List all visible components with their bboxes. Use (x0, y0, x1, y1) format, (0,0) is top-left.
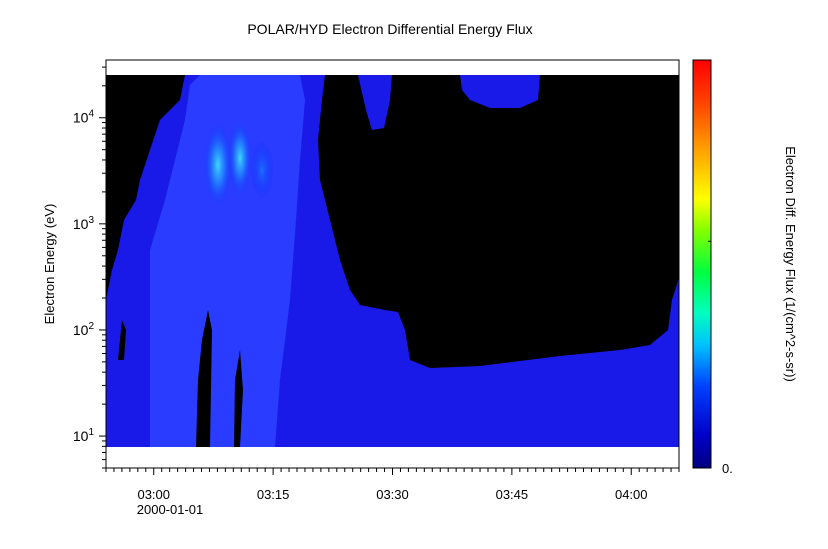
no-data-bottom (106, 447, 679, 468)
colorbar-gradient (692, 59, 712, 469)
x-tick-label: 03:30 (376, 487, 409, 502)
spectrogram-top-patch-1 (358, 75, 392, 130)
colorbar-tick-label: 0. (722, 461, 733, 476)
y-tick-label: 101 (73, 427, 95, 444)
spectrogram-hotspot-1 (204, 123, 232, 207)
y-tick-label: 103 (73, 215, 95, 232)
spectrogram-hotspot-3 (250, 140, 274, 200)
spectrogram-gap-2 (234, 350, 243, 447)
y-tick-label: 102 (73, 321, 95, 338)
y-tick-label: 104 (73, 109, 95, 126)
x-axis: 03:00 03:15 03:30 03:45 04:00 (105, 468, 680, 502)
x-tick-label: 04:00 (615, 487, 648, 502)
x-tick-label: 03:00 (137, 487, 170, 502)
plot-area (106, 60, 679, 468)
spectrogram-hotspot-2 (228, 120, 252, 196)
x-date-label: 2000-01-01 (137, 502, 204, 517)
spectrogram-gap-3 (118, 320, 126, 360)
y-axis: 101 102 103 104 (73, 66, 106, 469)
colorbar-label: Electron Diff. Energy Flux (1/(cm^2-s-sr… (783, 146, 798, 382)
no-data-top (106, 60, 679, 75)
colorbar-ticks: 0.5×10⁷10×10⁷15×10⁷ (693, 240, 733, 476)
x-tick-label: 03:15 (257, 487, 290, 502)
y-axis-label: Electron Energy (eV) (42, 204, 57, 325)
spectrogram-gap-1 (196, 310, 212, 447)
chart-title: POLAR/HYD Electron Differential Energy F… (247, 21, 532, 37)
colorbar: 0.5×10⁷10×10⁷15×10⁷ (692, 59, 733, 476)
spectrogram-top-patch-2 (460, 75, 540, 108)
x-tick-label: 03:45 (496, 487, 529, 502)
